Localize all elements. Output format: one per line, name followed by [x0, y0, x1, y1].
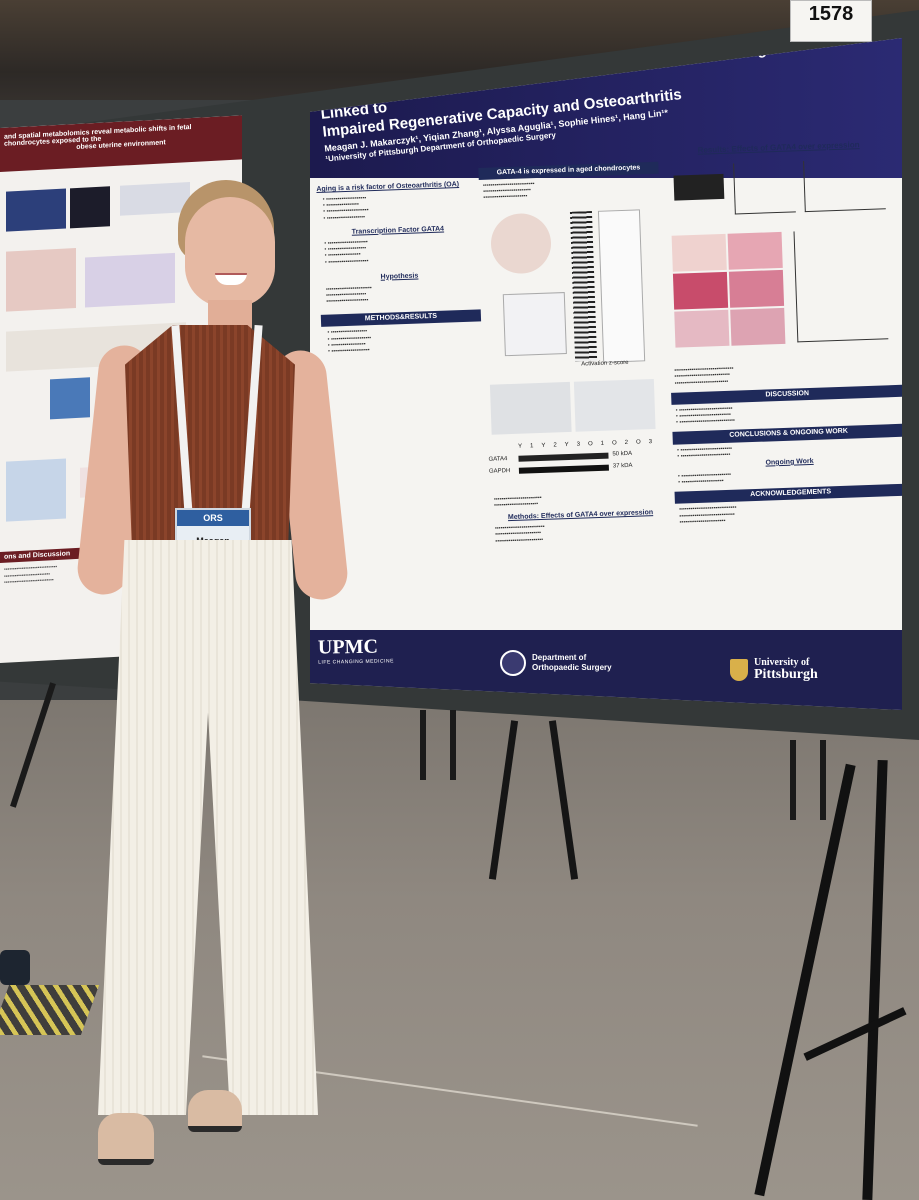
booth-number-card: 1578: [790, 0, 872, 42]
lane-y2: Y2: [541, 441, 565, 449]
heatmap-figure: Activation z-score: [480, 198, 666, 374]
lane-o3: O3: [635, 438, 661, 446]
badge-org: ORS: [177, 510, 249, 526]
results-figure: [663, 148, 902, 366]
presenter: ORS Meagan: [70, 175, 350, 1175]
main-poster: Aging-associated Increase of GATA4 level…: [310, 38, 902, 710]
stand-leg: [450, 710, 456, 780]
stand-leg: [420, 710, 426, 780]
poster-right-column: Results: Effects of GATA4 over expressio…: [662, 125, 902, 673]
booth-number: 1578: [808, 3, 854, 25]
stand-leg: [790, 740, 796, 820]
smile: [215, 273, 247, 285]
department-line-1: Department of: [532, 653, 587, 663]
lane-y3: Y3: [564, 440, 589, 448]
lane-o1: O1: [587, 440, 613, 447]
pitt-line-2: Pittsburgh: [754, 667, 818, 682]
right-shoe: [188, 1090, 242, 1132]
poster-middle-column: GATA-4 is expressed in aged chondrocytes…: [478, 152, 675, 638]
gapdh-band-label: GAPDH: [488, 467, 511, 475]
wide-leg-pants: [98, 540, 318, 1115]
seal-icon: [500, 650, 526, 676]
stand-leg: [820, 740, 826, 820]
western-blot: Y1Y2Y3O1O2O3 GATA4 50 kDA GAPDH 37 kDA: [488, 438, 670, 494]
lane-o2: O2: [611, 439, 637, 447]
gata4-band-label: GATA4: [488, 455, 508, 463]
pitt-logo: University of Pittsburgh: [730, 658, 818, 682]
histology-strip: [486, 368, 668, 444]
kda50-label: 50 kDA: [612, 450, 633, 458]
pitt-line-1: University of: [754, 657, 810, 668]
lane-y1: Y1: [517, 442, 542, 450]
department-line-2: Orthopaedic Surgery: [532, 663, 612, 672]
crest-icon: [730, 659, 748, 681]
floor-bag: [0, 950, 30, 985]
kda37-label: 37 kDA: [612, 462, 633, 470]
department-logo: Department of Orthopaedic Surgery: [500, 650, 612, 676]
activation-label: Activation z-score: [581, 359, 629, 368]
left-shoe: [98, 1113, 154, 1165]
face: [185, 197, 275, 307]
